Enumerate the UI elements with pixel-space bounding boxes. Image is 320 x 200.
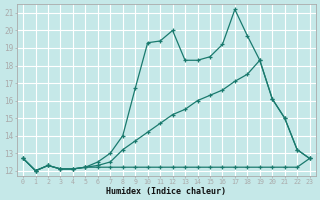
X-axis label: Humidex (Indice chaleur): Humidex (Indice chaleur)	[106, 187, 226, 196]
